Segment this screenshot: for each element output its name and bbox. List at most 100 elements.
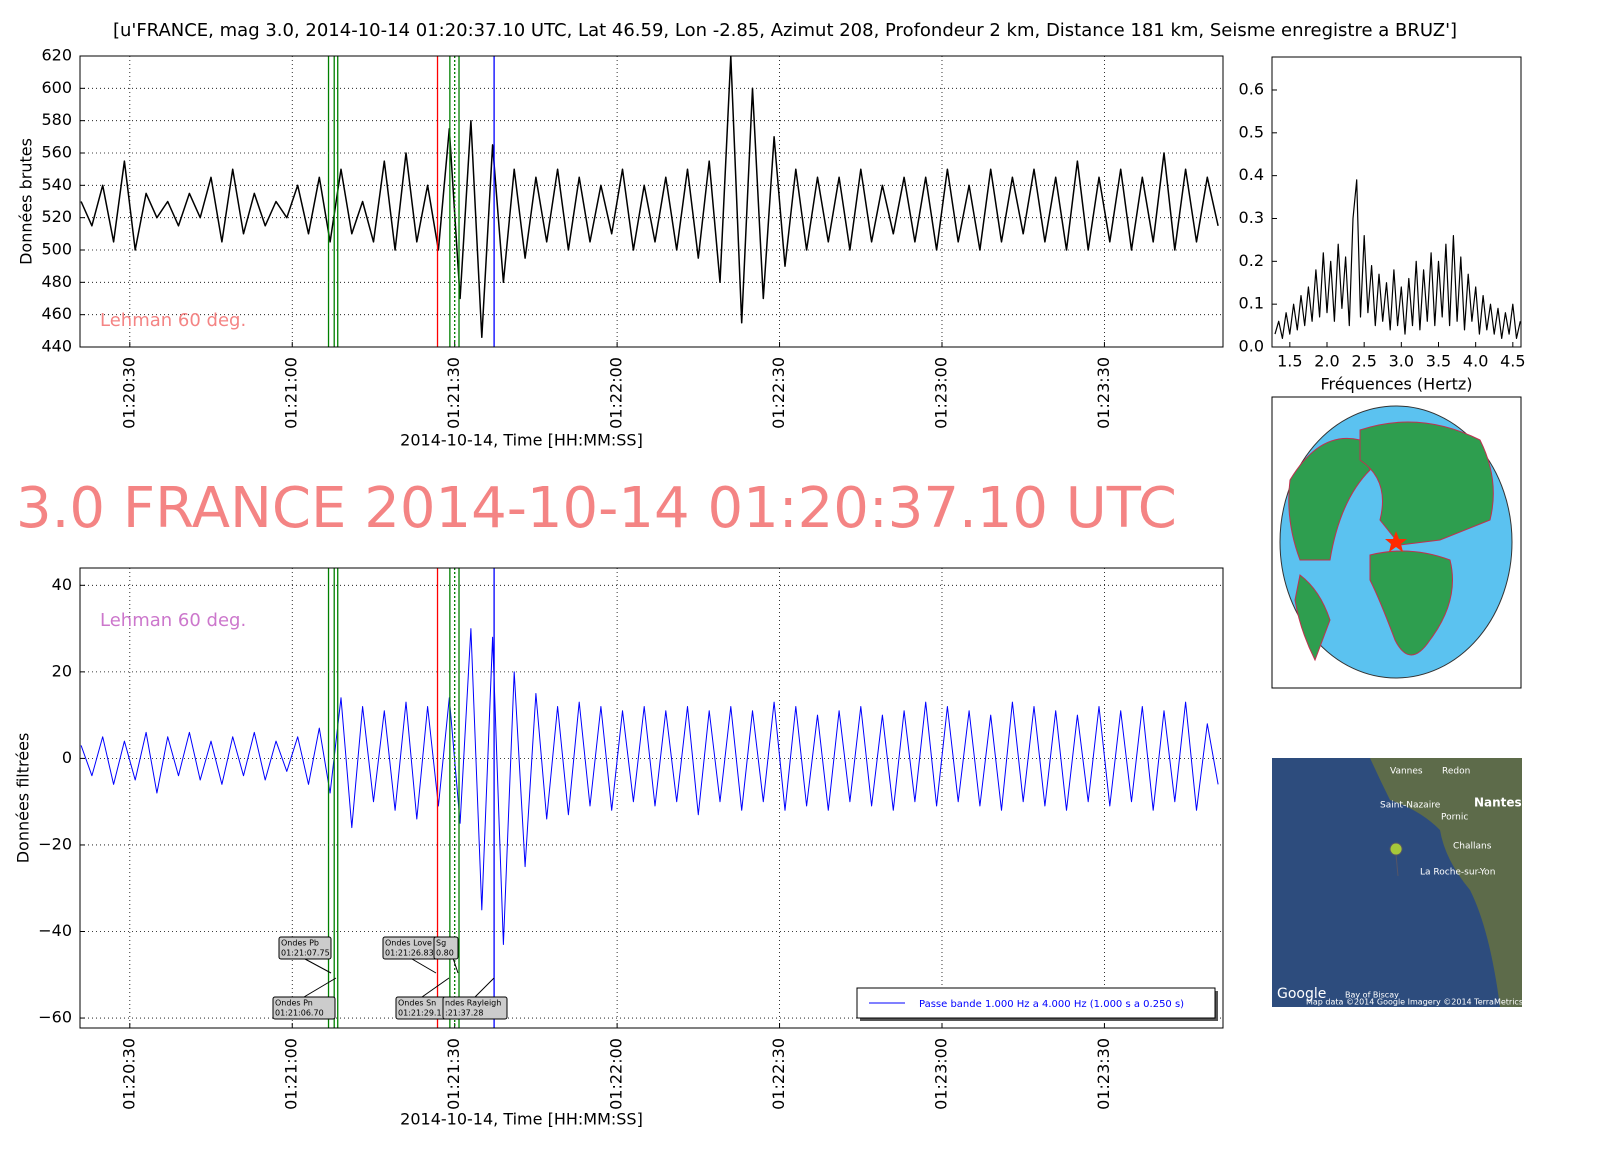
x-tick-label: 4.0 — [1463, 352, 1488, 371]
x-tick-label: 4.5 — [1500, 352, 1525, 371]
x-tick-label: 01:21:00 — [282, 1038, 301, 1110]
annotation-arrow — [474, 977, 495, 998]
map-label: Challans — [1453, 842, 1492, 852]
map-label: Bay of Biscay — [1345, 991, 1399, 1000]
annotation-arrow — [421, 977, 450, 998]
y-tick-label: 0.4 — [1239, 165, 1264, 184]
annotation-time: 01:21:06.70 — [275, 1009, 324, 1018]
data-line — [1274, 179, 1521, 339]
annotation-label: Ondes Pb — [281, 939, 319, 948]
y-tick-label: 480 — [41, 272, 72, 291]
x-tick-label: 3.0 — [1389, 352, 1414, 371]
land — [1288, 437, 1371, 561]
annotation-box — [433, 936, 459, 960]
map-label: La Roche-sur-Yon — [1420, 868, 1495, 878]
y-tick-label: 0 — [62, 748, 72, 767]
y-tick-label: 620 — [41, 46, 72, 65]
map-attribution: Map data ©2014 Google Imagery ©2014 Terr… — [1306, 998, 1523, 1007]
x-tick-label: 01:20:30 — [119, 1038, 138, 1110]
y-tick-label: 40 — [52, 575, 72, 594]
plot-frame — [79, 55, 1224, 348]
annotation-label: Ondes Love — [385, 939, 432, 948]
x-tick-label: 01:23:00 — [931, 1038, 950, 1110]
y-tick-label: 540 — [41, 175, 72, 194]
x-tick-label: 1.5 — [1277, 352, 1302, 371]
land — [1359, 421, 1494, 546]
x-tick-label: 01:22:30 — [769, 357, 788, 429]
x-axis-label: 2014-10-14, Time [HH:MM:SS] — [400, 431, 643, 450]
x-tick-label: 01:23:30 — [1094, 357, 1113, 429]
map-label: Saint-Nazaire — [1380, 801, 1441, 811]
y-tick-label: −20 — [38, 834, 72, 853]
annotation-label: Sg — [436, 939, 446, 948]
x-tick-label: 01:21:30 — [444, 357, 463, 429]
annotation-label: ndes Rayleigh — [445, 999, 501, 1008]
land — [1370, 758, 1522, 1007]
map-label: Vannes — [1390, 767, 1423, 777]
legend-label: Passe bande 1.000 Hz a 4.000 Hz (1.000 s… — [919, 999, 1184, 1010]
annotation-label: Ondes Sn — [398, 999, 436, 1008]
annotation-box — [278, 936, 332, 960]
data-line — [80, 56, 1219, 339]
y-tick-label: −60 — [38, 1008, 72, 1027]
map-label: Google — [1277, 986, 1326, 1002]
event-pin — [1389, 842, 1403, 877]
annotation-box — [442, 996, 508, 1020]
x-tick-label: 01:22:00 — [607, 1038, 626, 1110]
annotation-time: :21:37.28 — [445, 1009, 483, 1018]
x-tick-label: 2.0 — [1314, 352, 1339, 371]
y-tick-label: 520 — [41, 207, 72, 226]
x-axis-label: 2014-10-14, Time [HH:MM:SS] — [400, 1110, 643, 1129]
x-tick-label: 01:21:00 — [282, 357, 301, 429]
x-tick-label: 3.5 — [1426, 352, 1451, 371]
x-tick-label: 01:21:30 — [444, 1038, 463, 1110]
map-label: Pornic — [1441, 813, 1468, 823]
annotation-time: 01:21:29.11 — [398, 1009, 447, 1018]
x-axis-label: Fréquences (Hertz) — [1320, 375, 1472, 394]
map-label: Nantes — [1474, 796, 1522, 810]
y-tick-label: 500 — [41, 240, 72, 259]
annotation-time: 0.80 — [436, 949, 454, 958]
annotation-label: Ondes Pn — [275, 999, 313, 1008]
plot-frame — [1271, 56, 1522, 348]
y-tick-label: 460 — [41, 304, 72, 323]
land — [1294, 574, 1331, 662]
y-axis-label: Données brutes — [17, 138, 36, 265]
y-tick-label: −40 — [38, 921, 72, 940]
y-tick-label: 0.3 — [1239, 208, 1264, 227]
y-tick-label: 0.5 — [1239, 122, 1264, 141]
x-tick-label: 01:23:00 — [931, 357, 950, 429]
epicenter-star — [1385, 531, 1407, 552]
note: Lehman 60 deg. — [100, 610, 246, 631]
x-tick-label: 01:23:30 — [1094, 1038, 1113, 1110]
y-tick-label: 0.6 — [1239, 79, 1264, 98]
y-tick-label: 440 — [41, 337, 72, 356]
globe-map — [1271, 396, 1522, 689]
y-tick-label: 580 — [41, 110, 72, 129]
y-tick-label: 600 — [41, 78, 72, 97]
annotation-arrow — [303, 977, 337, 998]
y-tick-label: 0.2 — [1239, 251, 1264, 270]
regional-map: Vannes Redon Saint-Nazaire Nantes Pornic… — [1272, 758, 1523, 1007]
y-tick-label: 0.1 — [1239, 294, 1264, 313]
y-axis-label: Données filtrées — [14, 733, 33, 864]
y-tick-label: 560 — [41, 143, 72, 162]
annotation-arrow — [411, 958, 437, 974]
map-label: Redon — [1442, 767, 1470, 777]
y-tick-label: 20 — [52, 661, 72, 680]
data-line — [80, 628, 1219, 945]
annotation-time: 01:21:26.83 — [385, 949, 434, 958]
x-tick-label: 01:20:30 — [119, 357, 138, 429]
land — [1369, 550, 1453, 656]
headline: 3.0 FRANCE 2014-10-14 01:20:37.10 UTC — [16, 476, 1177, 541]
annotation-box — [272, 996, 336, 1020]
figure-title: [u'FRANCE, mag 3.0, 2014-10-14 01:20:37.… — [113, 20, 1457, 41]
x-tick-label: 01:22:00 — [607, 357, 626, 429]
annotation-time: 01:21:07.75 — [281, 949, 330, 958]
note: Lehman 60 deg. — [100, 310, 246, 331]
x-tick-label: 2.5 — [1351, 352, 1376, 371]
annotation-arrow — [304, 958, 332, 974]
legend-box — [856, 987, 1216, 1019]
x-tick-label: 01:22:30 — [769, 1038, 788, 1110]
